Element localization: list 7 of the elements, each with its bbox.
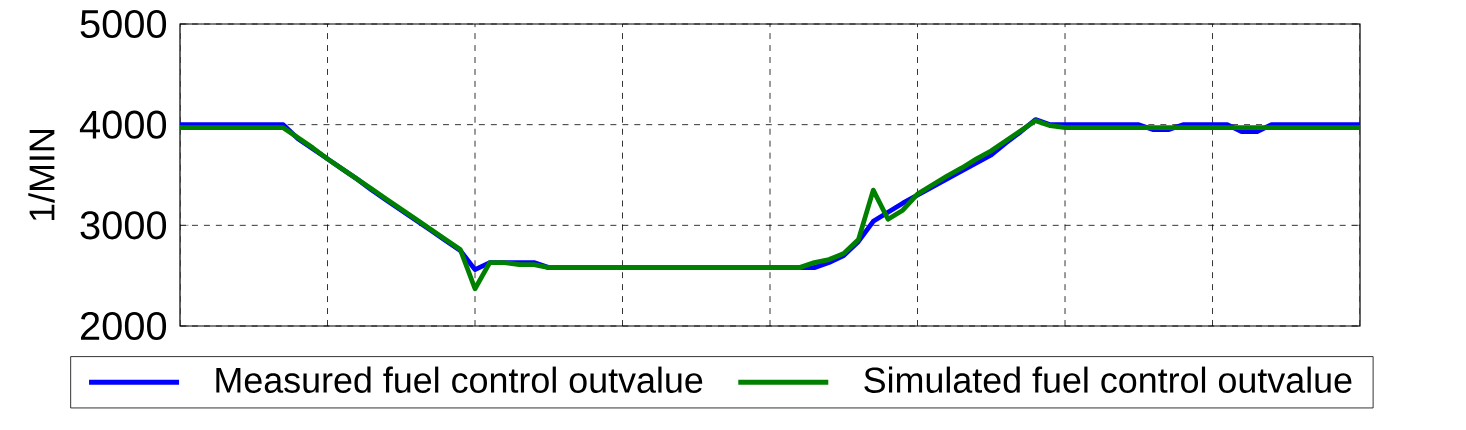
y-tick-label: 4000	[79, 110, 167, 139]
legend-label: Simulated fuel control outvalue	[864, 366, 1352, 393]
y-tick-label: 5000	[80, 9, 167, 39]
y-tick-label: 2000	[81, 311, 167, 341]
legend-label: Measured fuel control outvalue	[216, 366, 703, 393]
y-axis-title: 1/MIN	[28, 130, 55, 221]
y-tick-label: 3000	[80, 211, 167, 240]
